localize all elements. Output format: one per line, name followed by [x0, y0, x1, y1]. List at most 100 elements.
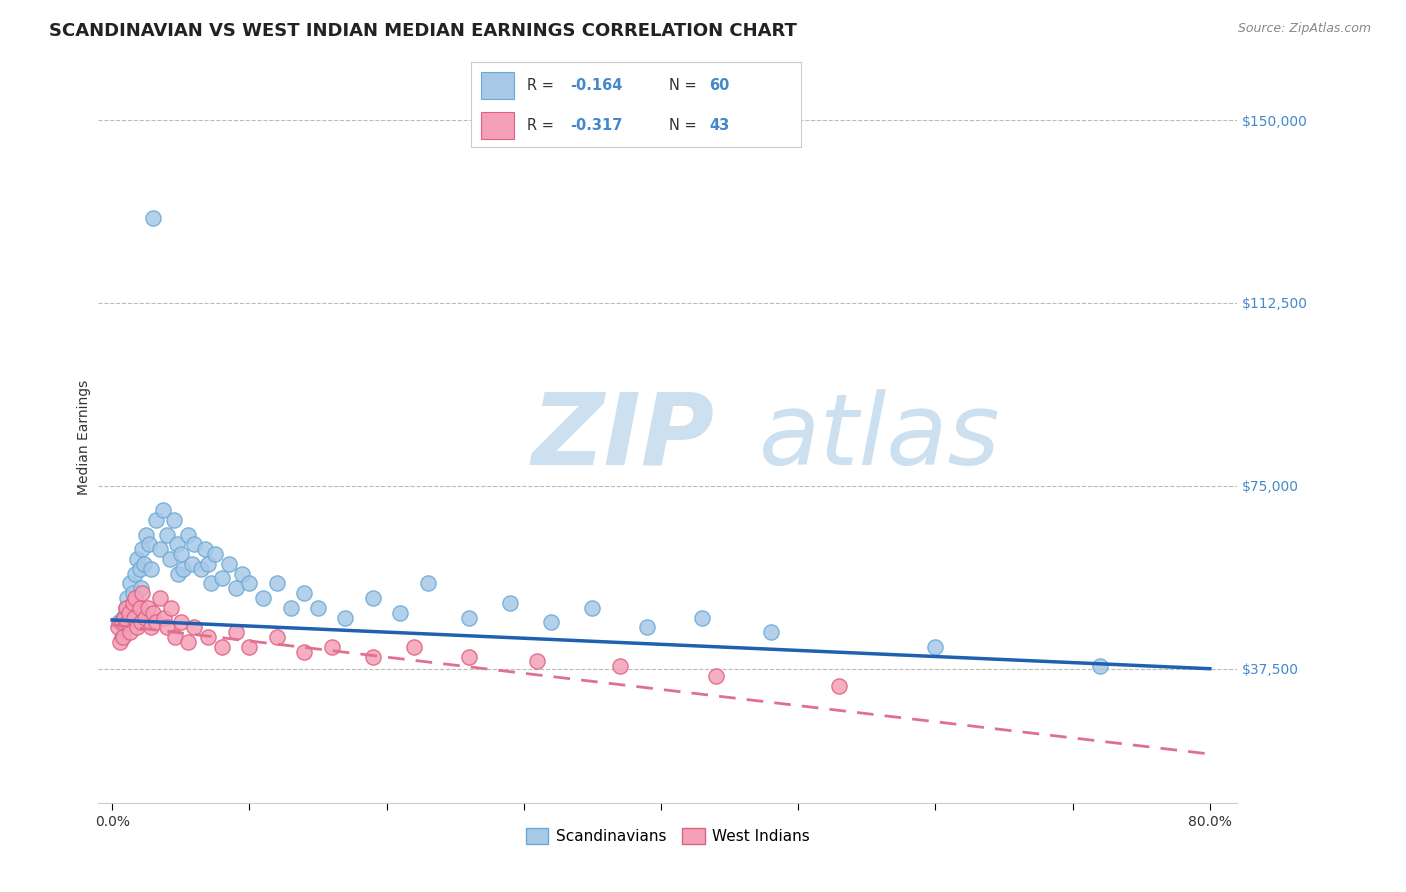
Point: [129, 581, 152, 595]
Point: [176, 527, 198, 541]
Point: [163, 513, 186, 527]
Point: [211, 640, 233, 654]
Point: [108, 615, 131, 630]
Point: [924, 640, 946, 654]
Point: [307, 600, 329, 615]
Point: [167, 566, 190, 581]
Text: Source: ZipAtlas.com: Source: ZipAtlas.com: [1237, 22, 1371, 36]
Text: R =: R =: [527, 118, 558, 133]
Point: [176, 635, 198, 649]
Point: [153, 610, 176, 624]
Point: [145, 513, 167, 527]
Point: [129, 615, 152, 630]
Point: [115, 615, 138, 630]
Point: [183, 537, 205, 551]
Point: [540, 615, 562, 630]
Point: [361, 591, 384, 605]
Point: [149, 542, 172, 557]
Point: [526, 654, 548, 668]
Point: [238, 640, 260, 654]
Point: [114, 610, 136, 624]
Point: [266, 630, 288, 644]
Point: [142, 211, 165, 225]
Point: [131, 586, 153, 600]
Text: N =: N =: [669, 78, 702, 93]
Point: [194, 542, 217, 557]
Point: [165, 630, 187, 644]
Point: [335, 610, 357, 624]
Point: [110, 635, 132, 649]
Text: -0.164: -0.164: [571, 78, 623, 93]
Point: [266, 576, 288, 591]
Point: [112, 610, 135, 624]
Point: [581, 600, 603, 615]
Point: [225, 581, 247, 595]
Point: [218, 557, 240, 571]
Point: [160, 600, 183, 615]
Point: [124, 566, 146, 581]
Point: [828, 679, 851, 693]
Point: [292, 586, 315, 600]
Point: [1088, 659, 1111, 673]
Point: [197, 557, 219, 571]
Point: [122, 610, 145, 624]
Point: [609, 659, 631, 673]
Point: [118, 625, 141, 640]
Point: [115, 591, 138, 605]
Point: [136, 600, 159, 615]
Point: [115, 600, 138, 615]
Point: [111, 615, 134, 630]
Point: [759, 625, 782, 640]
Point: [252, 591, 274, 605]
Point: [321, 640, 343, 654]
Text: 43: 43: [709, 118, 730, 133]
Text: -0.317: -0.317: [571, 118, 623, 133]
Point: [690, 610, 713, 624]
Point: [138, 537, 160, 551]
Text: atlas: atlas: [759, 389, 1001, 485]
Point: [231, 566, 253, 581]
Point: [117, 606, 139, 620]
Point: [134, 610, 156, 624]
Point: [180, 557, 202, 571]
Point: [457, 649, 479, 664]
Point: [107, 620, 129, 634]
Point: [121, 586, 143, 600]
Point: [125, 620, 148, 634]
Point: [457, 610, 479, 624]
Point: [125, 552, 148, 566]
Point: [118, 576, 141, 591]
Point: [389, 606, 412, 620]
Point: [159, 552, 181, 566]
Text: 60: 60: [709, 78, 730, 93]
Point: [183, 620, 205, 634]
Point: [292, 645, 315, 659]
Point: [145, 615, 167, 630]
Point: [128, 562, 150, 576]
Point: [204, 547, 226, 561]
Point: [499, 596, 522, 610]
Point: [225, 625, 247, 640]
Point: [132, 557, 155, 571]
Legend: Scandinavians, West Indians: Scandinavians, West Indians: [519, 822, 817, 850]
Point: [152, 503, 174, 517]
Y-axis label: Median Earnings: Median Earnings: [77, 379, 91, 495]
Point: [211, 572, 233, 586]
Point: [142, 606, 165, 620]
Point: [173, 562, 195, 576]
Point: [197, 630, 219, 644]
Point: [114, 620, 136, 634]
Point: [156, 620, 179, 634]
Point: [115, 600, 138, 615]
Point: [170, 615, 193, 630]
Point: [416, 576, 439, 591]
Point: [636, 620, 658, 634]
Point: [111, 630, 134, 644]
Point: [121, 596, 143, 610]
Point: [131, 542, 153, 557]
Point: [128, 600, 150, 615]
Point: [139, 620, 162, 634]
Point: [117, 610, 139, 624]
Point: [166, 537, 188, 551]
FancyBboxPatch shape: [481, 71, 515, 99]
